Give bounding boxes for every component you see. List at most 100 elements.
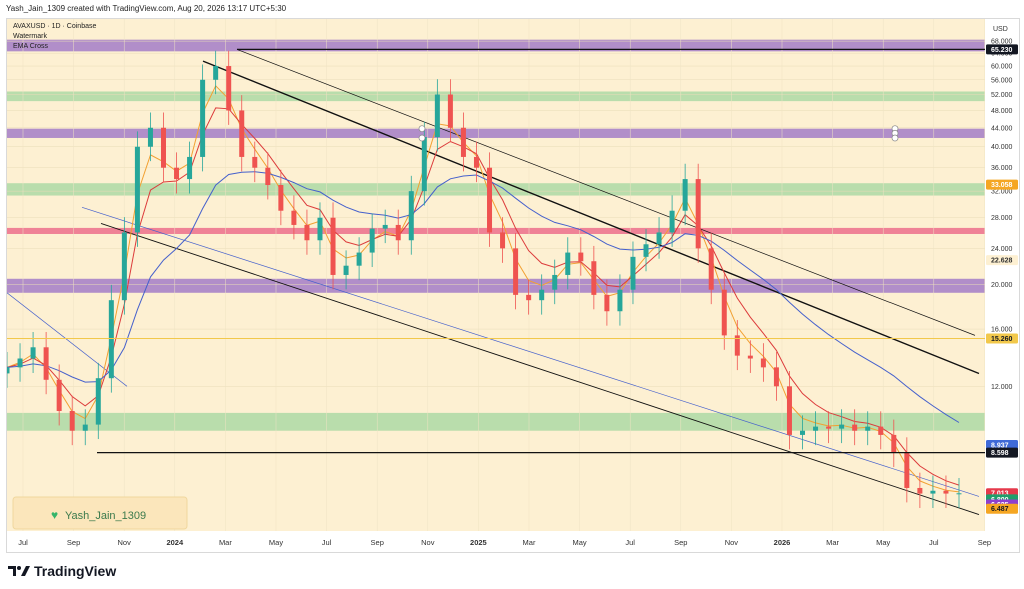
price-tick-label: 40.000 bbox=[991, 144, 1013, 151]
candle-body bbox=[460, 127, 466, 157]
ema-slow-line bbox=[7, 107, 960, 486]
price-tick-label: 12.000 bbox=[991, 384, 1013, 391]
price-tick-label: 56.000 bbox=[991, 77, 1013, 84]
candle-body bbox=[147, 127, 153, 147]
candle-body bbox=[904, 452, 910, 488]
upper-channel-line bbox=[236, 49, 976, 336]
zone-purple-5 bbox=[7, 278, 985, 293]
candle-body bbox=[891, 434, 897, 453]
time-tick-label: Nov bbox=[725, 538, 739, 547]
candle-body bbox=[839, 424, 845, 429]
candle-body bbox=[291, 210, 297, 225]
candle-body bbox=[213, 66, 219, 80]
candle-body bbox=[747, 355, 753, 359]
time-tick-label: May bbox=[573, 538, 587, 547]
heart-icon: ♥ bbox=[51, 508, 58, 522]
candle-body bbox=[852, 424, 858, 431]
candle-body bbox=[865, 426, 871, 431]
watermark-box bbox=[12, 496, 188, 530]
ema-long-line bbox=[7, 171, 960, 423]
tradingview-logo-icon bbox=[8, 566, 30, 576]
time-tick-label: Jul bbox=[18, 538, 28, 547]
candle-body bbox=[930, 490, 936, 494]
time-tick-label: 2026 bbox=[774, 538, 791, 547]
candle-body bbox=[565, 252, 571, 275]
candle-body bbox=[421, 137, 427, 192]
time-tick-label: Jul bbox=[322, 538, 332, 547]
candle-body bbox=[786, 386, 792, 435]
price-tick-label: 68.000 bbox=[991, 39, 1013, 46]
candle-body bbox=[917, 487, 923, 494]
zone-handle bbox=[418, 134, 426, 142]
time-tick-label: May bbox=[269, 538, 283, 547]
candle-body bbox=[56, 379, 62, 412]
price-label-tag bbox=[986, 44, 1018, 55]
candle-body bbox=[43, 347, 49, 380]
zone-handle bbox=[891, 134, 899, 142]
price-label-tag bbox=[986, 255, 1018, 266]
time-tick-label: Mar bbox=[219, 538, 232, 547]
candle-body bbox=[330, 217, 336, 275]
blue-support-line bbox=[81, 206, 980, 497]
candle-body bbox=[226, 66, 232, 111]
candle-body bbox=[134, 146, 140, 233]
price-tick-label: 24.000 bbox=[991, 246, 1013, 253]
candle-body bbox=[369, 228, 375, 253]
candle-body bbox=[956, 493, 962, 495]
candle-body bbox=[95, 378, 101, 425]
candle-body bbox=[473, 156, 479, 168]
zone-handle bbox=[418, 125, 426, 133]
price-label-tag bbox=[986, 179, 1018, 190]
watermark-text: Yash_Jain_1309 bbox=[65, 510, 146, 522]
candle-body bbox=[30, 347, 36, 359]
candle-body bbox=[800, 430, 806, 435]
price-label-text: 8.937 bbox=[991, 442, 1009, 449]
candle-body bbox=[552, 274, 558, 290]
time-tick-label: Sep bbox=[67, 538, 80, 547]
candle-body bbox=[69, 411, 75, 431]
main-resistance-line bbox=[202, 60, 980, 375]
candle-body bbox=[304, 224, 310, 241]
candle-body bbox=[200, 79, 206, 157]
candle-body bbox=[813, 426, 819, 431]
price-axis[interactable]: USD bbox=[985, 19, 1019, 552]
price-label-tag bbox=[986, 503, 1018, 514]
candle-body bbox=[108, 300, 114, 379]
time-tick-label: May bbox=[876, 538, 890, 547]
currency-label: USD bbox=[993, 26, 1008, 33]
time-axis[interactable] bbox=[7, 531, 985, 552]
candle-body bbox=[265, 167, 271, 186]
candle-body bbox=[187, 156, 193, 180]
candle-body bbox=[434, 94, 440, 138]
candle-body bbox=[826, 426, 832, 429]
candle-body bbox=[382, 224, 388, 229]
price-tick-label: 20.000 bbox=[991, 282, 1013, 289]
time-tick-label: Nov bbox=[118, 538, 132, 547]
price-chart[interactable]: ♥ Yash_Jain_1309 AVAXUSD · 1D · Coinbase… bbox=[7, 19, 1019, 552]
candle-body bbox=[656, 232, 662, 245]
author-watermark: ♥ Yash_Jain_1309 bbox=[12, 496, 188, 530]
time-tick-label: Mar bbox=[523, 538, 536, 547]
price-label-text: 6.487 bbox=[991, 506, 1009, 513]
candle-body bbox=[943, 490, 949, 494]
price-tick-label: 48.000 bbox=[991, 108, 1013, 115]
candle-body bbox=[773, 367, 779, 387]
candle-body bbox=[643, 244, 649, 257]
chart-frame[interactable]: ♥ Yash_Jain_1309 AVAXUSD · 1D · Coinbase… bbox=[6, 18, 1020, 553]
candle-body bbox=[408, 191, 414, 241]
candle-body bbox=[617, 289, 623, 312]
price-label-text: 33.058 bbox=[991, 182, 1013, 189]
candle-body bbox=[708, 248, 714, 290]
candle-body bbox=[878, 426, 884, 435]
legend-symbol: AVAXUSD · 1D · Coinbase bbox=[13, 23, 96, 30]
price-tick-label: 60.000 bbox=[991, 64, 1013, 71]
candle-body bbox=[82, 424, 88, 431]
candle-body bbox=[317, 217, 323, 241]
candle-body bbox=[539, 289, 545, 301]
price-label-text: 22.628 bbox=[991, 258, 1013, 265]
zone-green-1 bbox=[7, 91, 985, 102]
candle-body bbox=[526, 294, 532, 301]
candle-body bbox=[682, 179, 688, 211]
price-axis-background bbox=[985, 19, 1019, 552]
legend-watermark: Watermark bbox=[13, 33, 47, 40]
